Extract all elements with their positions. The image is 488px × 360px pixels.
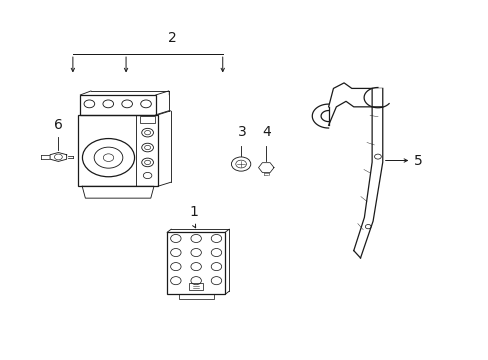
Text: 4: 4 (262, 125, 270, 139)
Bar (78, 115, 158, 186)
Bar (140, 116, 155, 123)
Text: 1: 1 (189, 205, 198, 219)
Text: 5: 5 (413, 153, 422, 167)
Text: 2: 2 (167, 31, 176, 45)
Text: 6: 6 (54, 118, 62, 132)
Text: 3: 3 (237, 125, 246, 139)
Bar (167, 232, 224, 294)
Bar (179, 294, 213, 299)
Bar (80, 95, 156, 115)
Bar (189, 283, 203, 291)
